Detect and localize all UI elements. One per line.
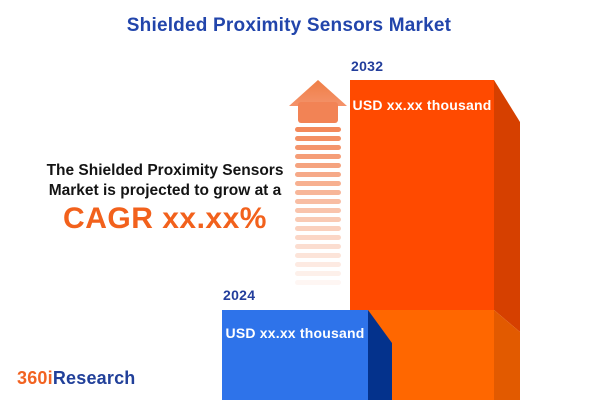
- arrow-stripe: [295, 136, 341, 141]
- bar-2032: [350, 80, 520, 400]
- arrow-stripe: [295, 235, 341, 240]
- bar-2024-shape: [222, 310, 392, 400]
- arrow-stripe: [295, 262, 341, 267]
- bar-2024: [222, 310, 392, 400]
- arrow-stripes: [288, 127, 348, 289]
- logo-prefix: 360i: [17, 368, 53, 388]
- arrow-stripe: [295, 145, 341, 150]
- arrow-stripe: [295, 271, 341, 276]
- description-line1: The Shielded Proximity Sensors: [46, 162, 284, 179]
- arrow-stripe: [295, 127, 341, 132]
- year-label-2032: 2032: [351, 58, 384, 74]
- arrow-stripe: [295, 280, 341, 285]
- market-description: The Shielded Proximity Sensors Market is…: [36, 161, 294, 201]
- bar-value-2024: USD xx.xx thousand: [225, 325, 365, 341]
- logo-suffix: Research: [52, 368, 136, 388]
- arrow-stripe: [295, 181, 341, 186]
- arrow-head-icon: [289, 80, 347, 123]
- company-logo: 360iResearch: [17, 368, 136, 389]
- description-line2: Market is projected to grow at a: [48, 182, 282, 199]
- arrow-stripe: [295, 208, 341, 213]
- page-title: Shielded Proximity Sensors Market: [126, 15, 452, 36]
- arrow-stripe: [295, 172, 341, 177]
- bar-value-2032: USD xx.xx thousand: [352, 97, 492, 113]
- bar-2032-shape: [350, 80, 520, 400]
- growth-arrow-icon: [288, 79, 348, 291]
- cagr-value: CAGR xx.xx%: [63, 202, 267, 235]
- arrow-stripe: [295, 199, 341, 204]
- arrow-stripe: [295, 163, 341, 168]
- arrow-stripe: [295, 244, 341, 249]
- arrow-stripe: [295, 190, 341, 195]
- arrow-stripe: [295, 217, 341, 222]
- year-label-2024: 2024: [223, 287, 256, 303]
- arrow-stripe: [295, 253, 341, 258]
- arrow-stripe: [295, 154, 341, 159]
- arrow-stripe: [295, 226, 341, 231]
